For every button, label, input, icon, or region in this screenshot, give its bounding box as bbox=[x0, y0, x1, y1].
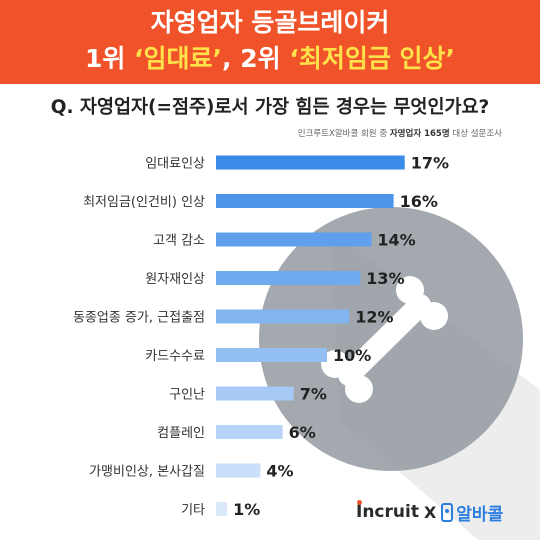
value-label: 4% bbox=[266, 462, 293, 481]
incruit-dot-icon bbox=[357, 500, 362, 505]
value-label: 1% bbox=[233, 500, 260, 519]
bar bbox=[216, 271, 361, 285]
survey-source-note: 인크루트X알바콜 회원 중 자영업자 165명 대상 설문조사 bbox=[298, 128, 502, 140]
category-label: 가맹비인상, 본사갑질 bbox=[89, 465, 205, 480]
watermark-bone-knob bbox=[345, 375, 373, 403]
value-label: 17% bbox=[411, 154, 449, 173]
phone-icon bbox=[441, 502, 454, 522]
albacall-logo-text: 알바콜 bbox=[456, 504, 504, 525]
watermark-bone-knob bbox=[321, 350, 349, 378]
banner-rank1-highlight: ‘임대료’ bbox=[134, 44, 223, 73]
category-label: 기타 bbox=[181, 503, 205, 518]
header-banner: 자영업자 등골브레이커 1위 ‘임대료’, 2위 ‘최저임금 인상’ bbox=[0, 0, 540, 84]
category-label: 원자재인상 bbox=[145, 272, 205, 287]
category-label: 동종업종 증가, 근접출점 bbox=[73, 311, 205, 326]
watermark-bone-icon bbox=[259, 207, 540, 540]
bar bbox=[216, 425, 283, 439]
category-label: 구인난 bbox=[169, 388, 205, 403]
value-label: 6% bbox=[289, 423, 316, 442]
category-label: 컴플레인 bbox=[157, 426, 205, 441]
category-label: 고객 감소 bbox=[153, 234, 205, 249]
value-label: 16% bbox=[400, 192, 438, 211]
source-suffix: 대상 설문조사 bbox=[449, 129, 502, 139]
banner-title: 자영업자 등골브레이커 bbox=[150, 8, 390, 37]
category-label: 카드수수료 bbox=[145, 349, 205, 364]
bar bbox=[216, 463, 261, 478]
banner-rank2-highlight: ‘최저임금 인상’ bbox=[289, 44, 456, 73]
category-label: 최저임금(인건비) 인상 bbox=[83, 195, 205, 210]
incruit-logo-text: Incruit bbox=[356, 502, 419, 522]
source-prefix: 인크루트X알바콜 회원 중 bbox=[297, 129, 390, 139]
value-label: 13% bbox=[366, 269, 404, 288]
brand-logo: Incruit X 알바콜 bbox=[356, 499, 503, 525]
banner-subtitle: 1위 ‘임대료’, 2위 ‘최저임금 인상’ bbox=[0, 42, 540, 76]
value-label: 12% bbox=[355, 308, 393, 327]
bar bbox=[216, 194, 394, 208]
survey-question: Q. 자영업자(=점주)로서 가장 힘든 경우는 무엇인가요? bbox=[50, 97, 490, 118]
value-label: 14% bbox=[377, 231, 415, 250]
bar bbox=[216, 386, 294, 401]
bar bbox=[216, 155, 405, 170]
banner-rank2-text: , 2위 bbox=[222, 44, 290, 73]
watermark-bone-shaft bbox=[338, 294, 431, 386]
bar bbox=[216, 232, 372, 247]
watermark-bone-knob bbox=[396, 276, 424, 304]
watermark-bone-knob bbox=[420, 302, 448, 330]
value-label: 10% bbox=[333, 346, 371, 365]
bar bbox=[216, 348, 327, 362]
category-label: 임대료인상 bbox=[145, 157, 205, 172]
bar bbox=[216, 309, 350, 324]
logo-separator: X bbox=[423, 502, 437, 522]
incruit-logo: Incruit bbox=[356, 500, 419, 522]
banner-rank1-text: 1위 bbox=[84, 44, 135, 73]
source-bold: 자영업자 165명 bbox=[389, 129, 450, 139]
value-label: 7% bbox=[300, 385, 327, 404]
bar bbox=[216, 502, 228, 516]
